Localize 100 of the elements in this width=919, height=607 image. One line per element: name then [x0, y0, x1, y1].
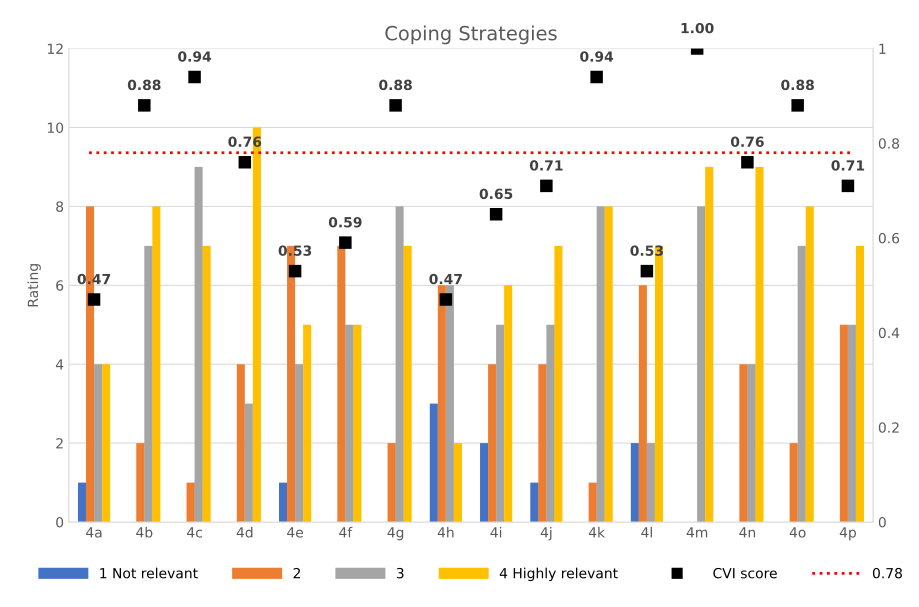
y2-tick-label: 1 — [879, 44, 886, 54]
data-label: 0.76 — [730, 136, 764, 147]
x-tick-label: 4g — [387, 527, 404, 540]
x-tick-label: 4m — [686, 527, 708, 538]
bar — [94, 364, 102, 522]
bar — [806, 206, 814, 522]
y2-tick-label: 0.6 — [878, 232, 900, 244]
x-tick-label: 4n — [739, 527, 756, 538]
chart-title: Coping Strategies — [385, 25, 557, 44]
point — [238, 156, 252, 168]
y2-tick-label: 0 — [878, 516, 886, 528]
y2-tick-label: 0.4 — [878, 328, 900, 338]
bar — [78, 482, 86, 522]
bar — [396, 206, 404, 522]
x-tick-label: 4a — [86, 527, 102, 538]
data-label: 0.94 — [178, 51, 212, 62]
bar — [546, 324, 554, 522]
bar — [697, 206, 706, 522]
legend-label: 4 Highly relevant — [500, 568, 618, 582]
point — [389, 99, 402, 112]
bar — [236, 364, 245, 522]
bar — [638, 285, 647, 522]
bar — [454, 443, 462, 522]
bar — [337, 246, 346, 522]
x-tick-label: 4h — [438, 526, 454, 538]
bar — [530, 482, 538, 522]
bar — [186, 482, 195, 522]
point — [440, 293, 452, 306]
point — [590, 70, 603, 84]
bar — [488, 364, 496, 522]
y-tick-label: 12 — [48, 44, 63, 54]
y-tick-label: 0 — [56, 516, 64, 528]
bar — [554, 246, 562, 522]
x-tick-label: 4f — [339, 526, 352, 538]
x-tick-label: 4b — [136, 526, 152, 538]
data-label: 0.94 — [580, 51, 614, 62]
y-tick-label: 2 — [56, 438, 63, 448]
legend-label: 3 — [396, 568, 404, 578]
data-label: 0.88 — [781, 80, 814, 90]
data-label: 0.65 — [480, 188, 512, 200]
legend-label: 2 — [294, 568, 300, 578]
point — [339, 236, 352, 249]
point — [188, 70, 201, 84]
point — [138, 99, 151, 112]
bar — [604, 206, 613, 522]
x-tick-label: 4d — [236, 526, 252, 538]
bar — [755, 166, 764, 522]
legend-label: CVI score — [713, 568, 777, 578]
bar — [144, 246, 152, 522]
bar — [303, 324, 312, 522]
bar — [596, 206, 605, 522]
x-tick-label: 4e — [287, 527, 304, 538]
data-label: 0.59 — [328, 216, 362, 228]
bar — [279, 482, 288, 522]
x-tick-label: 4j — [540, 526, 552, 540]
bar — [345, 324, 354, 522]
point — [490, 208, 502, 221]
bar — [747, 364, 756, 522]
data-label: 0.88 — [128, 80, 161, 90]
y-tick-label: 6 — [56, 280, 64, 291]
bar — [848, 324, 856, 522]
bar — [202, 246, 211, 522]
bar — [538, 364, 546, 522]
bar — [588, 482, 597, 522]
bar — [388, 443, 396, 522]
bar — [646, 443, 655, 522]
x-tick-label: 4c — [187, 527, 202, 538]
bar — [790, 443, 798, 522]
bar — [705, 166, 714, 522]
x-tick-label: 4p — [840, 527, 856, 540]
x-tick-label: 4i — [490, 526, 502, 538]
data-label: 0.71 — [831, 160, 864, 171]
bar — [438, 285, 446, 522]
point — [842, 180, 854, 192]
bar — [504, 285, 512, 522]
bar — [152, 206, 160, 522]
point — [88, 293, 100, 306]
y2-tick-label: 0.8 — [878, 138, 900, 149]
point — [640, 264, 654, 278]
bar — [856, 246, 864, 522]
point — [540, 180, 553, 192]
y-axis-title: Rating — [27, 264, 41, 306]
x-tick-label: 4o — [790, 527, 806, 538]
legend-label: 0.78 — [872, 568, 902, 578]
bar — [244, 404, 253, 522]
data-label: 0.47 — [429, 274, 462, 284]
point — [791, 99, 804, 112]
bar — [630, 443, 639, 522]
y-tick-label: 10 — [48, 122, 64, 133]
data-label: 1.00 — [682, 22, 714, 34]
point — [288, 264, 302, 278]
bar — [430, 404, 438, 522]
bar — [295, 364, 304, 522]
x-tick-label: 4k — [588, 526, 606, 538]
x-tick-label: 4l — [641, 526, 652, 538]
bar — [102, 364, 110, 522]
bar — [480, 443, 488, 522]
bar — [136, 443, 144, 522]
y2-tick-label: 0.2 — [878, 422, 899, 433]
point — [741, 156, 754, 168]
